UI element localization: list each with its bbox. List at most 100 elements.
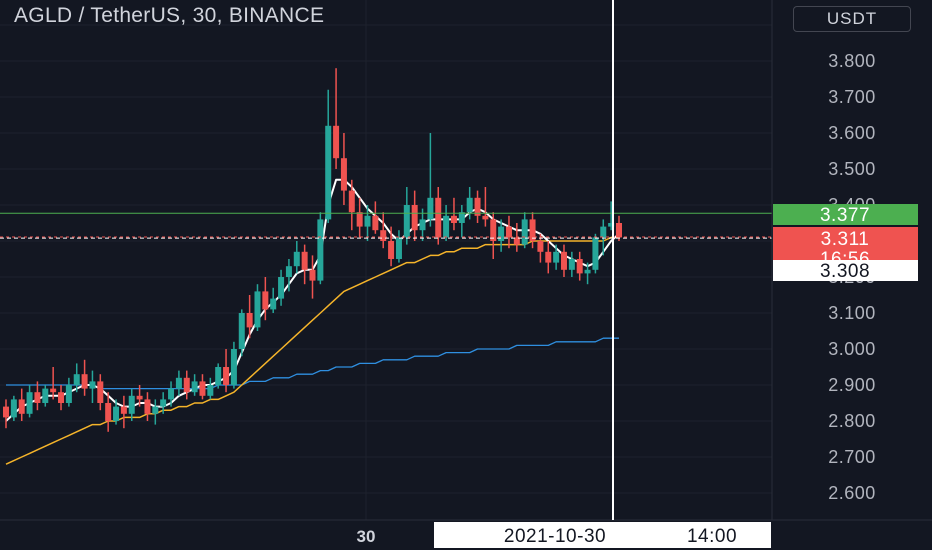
last-price-label: 3.311 <box>821 229 870 250</box>
y-tick-label: 2.800 <box>828 411 876 431</box>
candle-body <box>560 251 567 270</box>
candle-body <box>42 388 49 403</box>
candle-body <box>168 388 175 400</box>
candle-body <box>246 313 253 328</box>
candle-body <box>65 385 72 403</box>
candle-body <box>333 125 340 159</box>
crosshair-price-label: 3.308 <box>820 261 870 282</box>
candle-body <box>553 251 560 263</box>
candle-body <box>26 392 33 414</box>
x-tick-day: 30 <box>357 527 376 546</box>
candle-body <box>474 197 481 216</box>
candle-body <box>482 215 489 220</box>
crosshair-price-label-bg <box>773 260 918 281</box>
y-tick-label: 3.700 <box>828 87 876 107</box>
candle-body <box>600 226 607 238</box>
time-axis[interactable]: 30 <box>357 527 376 546</box>
crosshair-time-label: 14:00 <box>687 526 737 547</box>
candle-body <box>262 291 269 310</box>
candle-body <box>34 392 41 403</box>
price-lines <box>0 212 772 239</box>
candle-body <box>372 215 379 231</box>
y-tick-label: 2.900 <box>828 375 876 395</box>
candle-body <box>388 241 395 259</box>
candle-body <box>317 219 324 281</box>
candle-body <box>592 237 599 270</box>
candle-body <box>466 197 473 213</box>
currency-badge[interactable]: USDT <box>793 6 911 32</box>
candle-body <box>458 212 465 223</box>
candle-body <box>191 381 198 393</box>
candle-body <box>97 381 104 403</box>
candle-body <box>498 226 505 241</box>
candle-body <box>254 291 261 328</box>
candle-body <box>568 259 575 270</box>
candle-body <box>576 259 583 274</box>
grid-lines <box>0 0 772 520</box>
crosshair-date-label: 2021-10-30 <box>504 526 606 547</box>
candle-body <box>183 377 190 393</box>
candle-body <box>230 349 237 385</box>
candle-body <box>113 406 120 421</box>
candle-body <box>490 219 497 241</box>
candle-body <box>419 219 426 231</box>
candle-body <box>50 388 57 393</box>
candle-body <box>545 251 552 263</box>
candle-body <box>105 403 112 421</box>
candle-body <box>427 197 434 220</box>
candle-body <box>278 277 285 299</box>
candle-body <box>207 385 214 396</box>
candle-body <box>395 237 402 259</box>
candle-body <box>521 219 528 245</box>
price-labels: 3.377 3.311 16:56 3.308 <box>773 204 918 282</box>
candle-body <box>160 399 167 407</box>
y-tick-label: 2.700 <box>828 447 876 467</box>
candle-body <box>340 158 347 191</box>
candle-body <box>608 223 615 227</box>
candle-body <box>152 406 159 414</box>
candle-body <box>175 377 182 389</box>
candle-body <box>120 406 127 414</box>
candle-body <box>293 251 300 267</box>
candle-body <box>325 125 332 220</box>
candle-body <box>128 395 135 414</box>
candle-body <box>73 374 80 385</box>
green-price-label: 3.377 <box>820 205 870 226</box>
candle-body <box>270 298 277 310</box>
y-tick-label: 3.600 <box>828 123 876 143</box>
candle-body <box>10 399 17 418</box>
candle-body <box>136 395 143 400</box>
candle-body <box>215 367 222 385</box>
candle-body <box>58 392 65 403</box>
candle-body <box>89 381 96 389</box>
candle-body <box>529 219 536 241</box>
green-price-label-bg <box>773 204 918 225</box>
candle-body <box>18 399 25 414</box>
candle-body <box>285 266 292 277</box>
candle-body <box>443 215 450 238</box>
candle-body <box>238 313 245 349</box>
candle-body <box>348 190 355 213</box>
candle-body <box>505 226 512 238</box>
candle-body <box>616 223 622 238</box>
y-tick-label: 3.500 <box>828 159 876 179</box>
y-tick-label: 3.000 <box>828 339 876 359</box>
candle-body <box>364 215 371 227</box>
candle-body <box>3 406 9 418</box>
candle-body <box>144 399 151 414</box>
ma-slow-line <box>6 337 619 390</box>
candle-body <box>199 381 206 396</box>
candle-body <box>450 215 457 223</box>
y-tick-label: 2.600 <box>828 483 876 503</box>
crosshair-time-label-bg <box>434 522 771 548</box>
y-tick-label: 3.800 <box>828 51 876 71</box>
candle-body <box>380 230 387 241</box>
candle-body <box>435 197 442 238</box>
y-tick-label: 3.100 <box>828 303 876 323</box>
candle-body <box>301 251 308 270</box>
candle-body <box>513 237 520 245</box>
candle-body <box>81 374 88 389</box>
chart-title: AGLD / TetherUS, 30, BINANCE <box>14 4 325 27</box>
candle-body <box>584 269 591 274</box>
